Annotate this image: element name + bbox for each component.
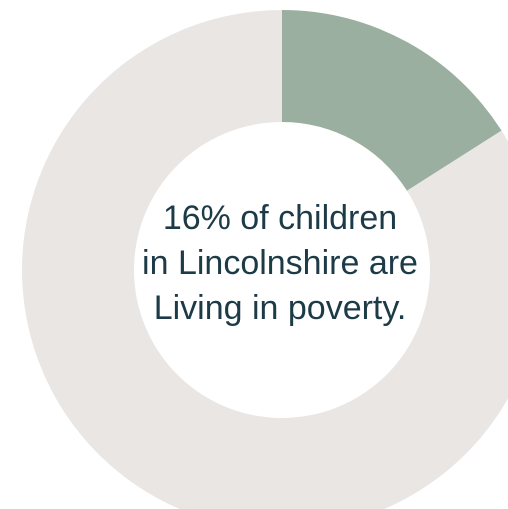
annotation-line-3: Living in poverty.	[153, 289, 407, 327]
slices-group	[22, 10, 508, 509]
center-annotation: 16% of children in Lincolnshire are Livi…	[95, 196, 465, 331]
donut-slice-1	[282, 10, 502, 191]
donut-slice-2	[22, 10, 508, 509]
annotation-line-1: 16% of children	[162, 199, 398, 237]
annotation-line-2: in Lincolnshire are	[142, 244, 418, 282]
